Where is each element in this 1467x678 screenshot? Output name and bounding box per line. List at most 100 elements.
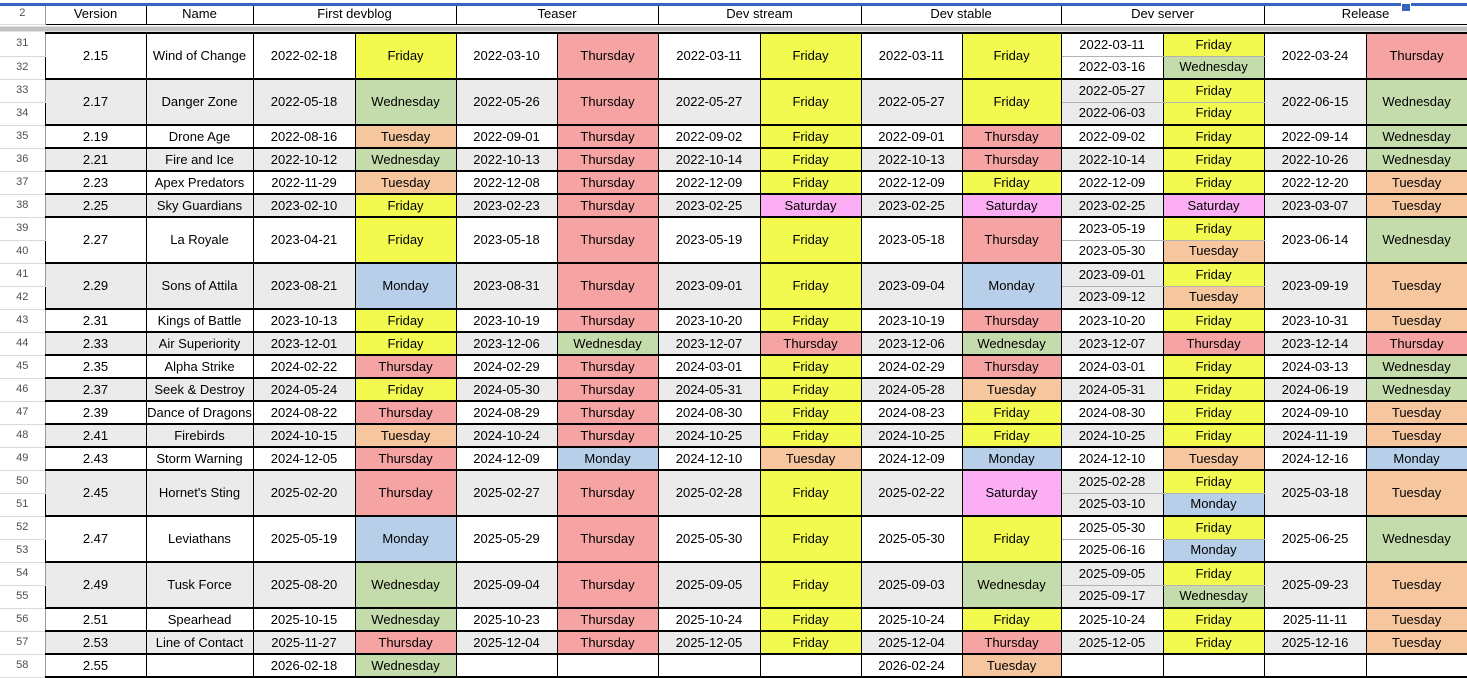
dev-server-date-cell[interactable]: 2022-03-16 bbox=[1060, 56, 1164, 80]
dev-stream-day-cell[interactable]: Friday bbox=[759, 515, 862, 563]
dev-server-date-cell[interactable]: 2025-09-17 bbox=[1060, 585, 1164, 609]
teaser-date-cell[interactable]: 2025-02-27 bbox=[455, 469, 558, 517]
dev-server-day-cell[interactable]: Wednesday bbox=[1162, 56, 1265, 80]
dev-server-day-cell[interactable]: Tuesday bbox=[1162, 446, 1265, 471]
dev-server-date-cell[interactable]: 2022-09-02 bbox=[1060, 124, 1164, 149]
version-cell[interactable]: 2.41 bbox=[44, 423, 147, 448]
dev-stream-date-cell[interactable]: 2023-02-25 bbox=[657, 193, 761, 218]
first-devblog-day-cell[interactable]: Wednesday bbox=[354, 653, 457, 678]
column-header-dev-stream[interactable]: Dev stream bbox=[657, 3, 862, 25]
version-cell[interactable]: 2.17 bbox=[44, 78, 147, 126]
dev-stable-date-cell[interactable]: 2024-02-29 bbox=[860, 354, 963, 379]
teaser-day-cell[interactable]: Thursday bbox=[556, 354, 659, 379]
dev-stable-date-cell[interactable]: 2025-10-24 bbox=[860, 607, 963, 632]
dev-server-day-cell[interactable]: Friday bbox=[1162, 515, 1265, 540]
release-date-cell[interactable]: 2022-06-15 bbox=[1263, 78, 1367, 126]
dev-stream-day-cell[interactable]: Friday bbox=[759, 469, 862, 517]
row-number[interactable]: 49 bbox=[0, 447, 46, 471]
dev-stable-day-cell[interactable]: Tuesday bbox=[961, 377, 1062, 402]
dev-stable-day-cell[interactable]: Monday bbox=[961, 262, 1062, 310]
teaser-day-cell[interactable]: Thursday bbox=[556, 78, 659, 126]
dev-stable-day-cell[interactable]: Monday bbox=[961, 446, 1062, 471]
teaser-day-cell[interactable]: Thursday bbox=[556, 607, 659, 632]
name-cell[interactable]: Air Superiority bbox=[145, 331, 254, 356]
version-cell[interactable]: 2.23 bbox=[44, 170, 147, 195]
dev-stable-day-cell[interactable]: Friday bbox=[961, 400, 1062, 425]
version-cell[interactable]: 2.55 bbox=[44, 653, 147, 678]
first-devblog-day-cell[interactable]: Wednesday bbox=[354, 607, 457, 632]
dev-stable-date-cell[interactable]: 2022-12-09 bbox=[860, 170, 963, 195]
dev-server-day-cell[interactable]: Friday bbox=[1162, 377, 1265, 402]
first-devblog-day-cell[interactable]: Thursday bbox=[354, 446, 457, 471]
teaser-date-cell[interactable]: 2022-03-10 bbox=[455, 32, 558, 80]
dev-server-date-cell[interactable]: 2025-06-16 bbox=[1060, 539, 1164, 563]
dev-stable-day-cell[interactable]: Thursday bbox=[961, 308, 1062, 333]
dev-server-date-cell[interactable]: 2025-03-10 bbox=[1060, 493, 1164, 517]
release-day-cell[interactable]: Tuesday bbox=[1365, 308, 1467, 333]
dev-stream-day-cell[interactable]: Friday bbox=[759, 216, 862, 264]
version-cell[interactable]: 2.39 bbox=[44, 400, 147, 425]
release-date-cell[interactable]: 2025-12-16 bbox=[1263, 630, 1367, 655]
dev-stable-day-cell[interactable]: Thursday bbox=[961, 216, 1062, 264]
dev-server-date-cell[interactable]: 2024-03-01 bbox=[1060, 354, 1164, 379]
release-date-cell[interactable]: 2023-10-31 bbox=[1263, 308, 1367, 333]
dev-stable-date-cell[interactable]: 2026-02-24 bbox=[860, 653, 963, 678]
first-devblog-date-cell[interactable]: 2024-12-05 bbox=[252, 446, 356, 471]
dev-stream-day-cell[interactable]: Friday bbox=[759, 423, 862, 448]
release-day-cell[interactable]: Tuesday bbox=[1365, 170, 1467, 195]
dev-stable-day-cell[interactable]: Thursday bbox=[961, 630, 1062, 655]
row-number[interactable]: 2 bbox=[0, 3, 46, 25]
row-number[interactable]: 52 bbox=[0, 516, 46, 540]
version-cell[interactable]: 2.21 bbox=[44, 147, 147, 172]
dev-stream-day-cell[interactable]: Friday bbox=[759, 354, 862, 379]
dev-stream-date-cell[interactable]: 2022-03-11 bbox=[657, 32, 761, 80]
dev-stable-date-cell[interactable]: 2022-03-11 bbox=[860, 32, 963, 80]
version-cell[interactable]: 2.45 bbox=[44, 469, 147, 517]
release-day-cell[interactable]: Tuesday bbox=[1365, 423, 1467, 448]
row-number[interactable]: 51 bbox=[0, 493, 46, 517]
teaser-day-cell[interactable]: Thursday bbox=[556, 193, 659, 218]
release-day-cell[interactable]: Wednesday bbox=[1365, 515, 1467, 563]
dev-stream-day-cell[interactable] bbox=[759, 653, 862, 678]
row-number[interactable]: 47 bbox=[0, 401, 46, 425]
dev-server-date-cell[interactable] bbox=[1060, 653, 1164, 678]
teaser-date-cell[interactable]: 2025-10-23 bbox=[455, 607, 558, 632]
dev-stream-date-cell[interactable]: 2024-12-10 bbox=[657, 446, 761, 471]
first-devblog-date-cell[interactable]: 2024-10-15 bbox=[252, 423, 356, 448]
release-day-cell[interactable]: Tuesday bbox=[1365, 607, 1467, 632]
row-number[interactable]: 46 bbox=[0, 378, 46, 402]
row-number[interactable]: 53 bbox=[0, 539, 46, 563]
teaser-date-cell[interactable]: 2023-05-18 bbox=[455, 216, 558, 264]
release-day-cell[interactable]: Wednesday bbox=[1365, 216, 1467, 264]
version-cell[interactable]: 2.15 bbox=[44, 32, 147, 80]
first-devblog-day-cell[interactable]: Monday bbox=[354, 262, 457, 310]
row-number[interactable]: 32 bbox=[0, 56, 46, 80]
dev-server-date-cell[interactable]: 2022-10-14 bbox=[1060, 147, 1164, 172]
dev-stable-day-cell[interactable]: Saturday bbox=[961, 469, 1062, 517]
dev-stable-date-cell[interactable]: 2025-02-22 bbox=[860, 469, 963, 517]
dev-server-date-cell[interactable]: 2024-05-31 bbox=[1060, 377, 1164, 402]
teaser-day-cell[interactable]: Thursday bbox=[556, 561, 659, 609]
dev-stream-date-cell[interactable]: 2023-10-20 bbox=[657, 308, 761, 333]
dev-stable-date-cell[interactable]: 2023-05-18 bbox=[860, 216, 963, 264]
name-cell[interactable]: Danger Zone bbox=[145, 78, 254, 126]
dev-server-day-cell[interactable]: Monday bbox=[1162, 493, 1265, 517]
dev-stable-day-cell[interactable]: Friday bbox=[961, 32, 1062, 80]
dev-server-date-cell[interactable]: 2025-05-30 bbox=[1060, 515, 1164, 540]
teaser-date-cell[interactable]: 2023-08-31 bbox=[455, 262, 558, 310]
dev-stable-date-cell[interactable]: 2025-12-04 bbox=[860, 630, 963, 655]
release-date-cell[interactable]: 2025-06-25 bbox=[1263, 515, 1367, 563]
name-cell[interactable]: Hornet's Sting bbox=[145, 469, 254, 517]
dev-server-day-cell[interactable]: Friday bbox=[1162, 124, 1265, 149]
version-cell[interactable]: 2.37 bbox=[44, 377, 147, 402]
dev-server-day-cell[interactable]: Friday bbox=[1162, 147, 1265, 172]
release-date-cell[interactable]: 2023-06-14 bbox=[1263, 216, 1367, 264]
dev-server-date-cell[interactable]: 2023-09-01 bbox=[1060, 262, 1164, 287]
version-cell[interactable]: 2.31 bbox=[44, 308, 147, 333]
dev-stable-day-cell[interactable]: Wednesday bbox=[961, 561, 1062, 609]
name-cell[interactable]: Sky Guardians bbox=[145, 193, 254, 218]
first-devblog-date-cell[interactable]: 2025-10-15 bbox=[252, 607, 356, 632]
release-date-cell[interactable]: 2022-09-14 bbox=[1263, 124, 1367, 149]
dev-server-date-cell[interactable]: 2025-02-28 bbox=[1060, 469, 1164, 494]
release-day-cell[interactable]: Tuesday bbox=[1365, 193, 1467, 218]
